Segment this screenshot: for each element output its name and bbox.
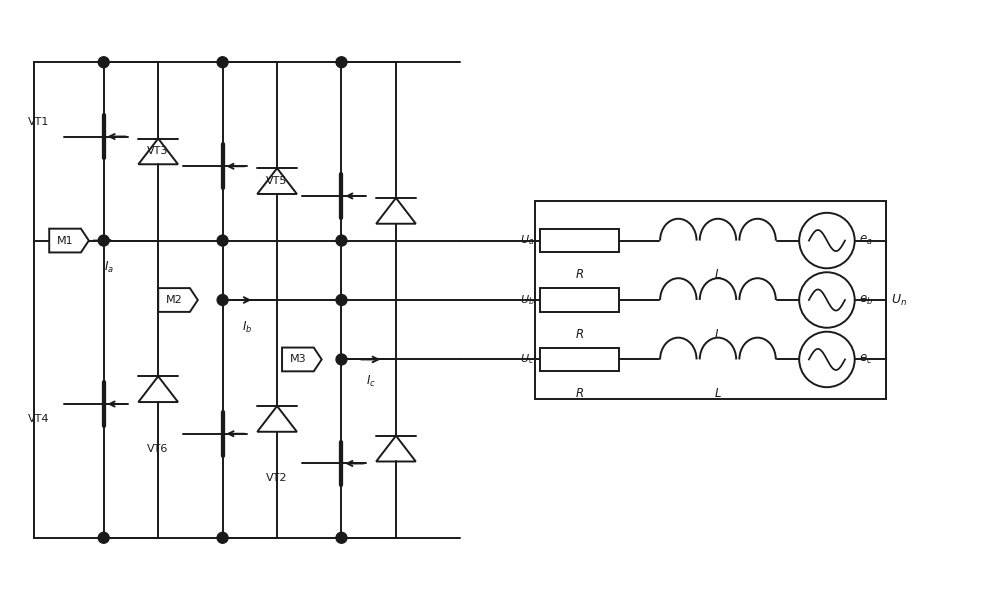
Text: M2: M2 <box>166 295 182 305</box>
Text: VT6: VT6 <box>147 443 168 454</box>
Text: VT5: VT5 <box>266 176 287 186</box>
Text: $U_b$: $U_b$ <box>520 293 535 307</box>
Text: VT1: VT1 <box>28 116 49 127</box>
Polygon shape <box>49 229 89 253</box>
Text: $U_c$: $U_c$ <box>520 353 535 367</box>
Text: $I_b$: $I_b$ <box>242 320 253 335</box>
Text: R: R <box>575 268 583 281</box>
Text: $U_a$: $U_a$ <box>520 233 535 247</box>
Circle shape <box>336 235 347 246</box>
Text: $I_a$: $I_a$ <box>104 260 114 275</box>
Polygon shape <box>158 288 198 312</box>
Circle shape <box>98 235 109 246</box>
Text: R: R <box>575 328 583 341</box>
Circle shape <box>217 295 228 305</box>
Circle shape <box>98 532 109 543</box>
Text: $e_a$: $e_a$ <box>859 234 872 247</box>
Text: L: L <box>715 387 721 400</box>
Circle shape <box>336 354 347 365</box>
Circle shape <box>336 532 347 543</box>
Text: VT3: VT3 <box>147 146 168 157</box>
Circle shape <box>217 235 228 246</box>
Bar <box>535 201 886 399</box>
Bar <box>540 229 619 253</box>
Text: M1: M1 <box>57 236 73 245</box>
Text: M3: M3 <box>290 355 306 364</box>
Text: L: L <box>715 328 721 341</box>
Text: $I_c$: $I_c$ <box>366 374 376 389</box>
Polygon shape <box>282 347 322 371</box>
Circle shape <box>98 57 109 68</box>
Bar <box>540 288 619 312</box>
Text: VT4: VT4 <box>28 414 49 424</box>
Circle shape <box>336 295 347 305</box>
Text: L: L <box>715 268 721 281</box>
Circle shape <box>336 57 347 68</box>
Text: R: R <box>575 387 583 400</box>
Circle shape <box>217 532 228 543</box>
Circle shape <box>217 57 228 68</box>
Text: $e_b$: $e_b$ <box>859 293 873 307</box>
Bar <box>540 347 619 371</box>
Text: $e_c$: $e_c$ <box>859 353 872 366</box>
Text: VT2: VT2 <box>265 473 287 484</box>
Text: $U_n$: $U_n$ <box>891 292 907 308</box>
